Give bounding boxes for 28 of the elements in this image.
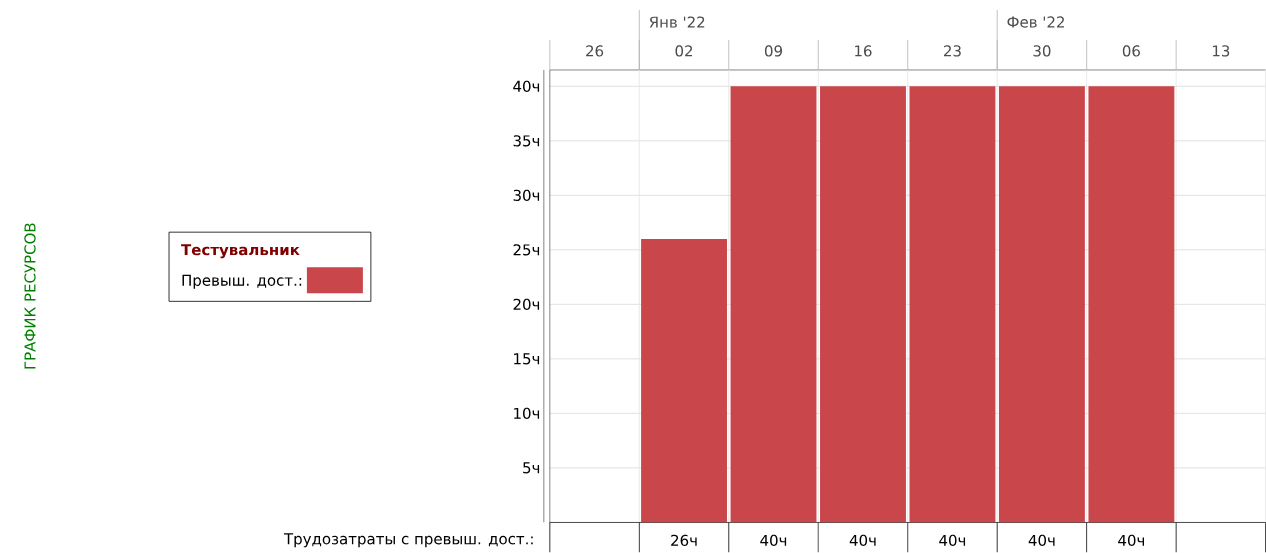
data-label: 40ч	[760, 534, 787, 547]
text: Янв '22	[649, 16, 705, 28]
x-tick-label: 13	[1212, 45, 1230, 57]
legend-label: Превыш. дост.:	[182, 274, 302, 289]
x-tick-label: 30	[1033, 45, 1051, 57]
text: Фев '22	[1007, 16, 1064, 28]
data-label: 40ч	[1028, 534, 1055, 547]
legend-title: Тестувальник	[181, 244, 300, 259]
x-tick-label: 16	[855, 45, 872, 57]
data-label: 40ч	[939, 534, 966, 547]
x-tick-label: 23	[944, 45, 961, 57]
y-tick-label: 20ч	[513, 298, 540, 311]
y-tick-label: 30ч	[513, 189, 540, 202]
y-tick-label: 35ч	[513, 135, 540, 147]
data-label: 40ч	[849, 534, 876, 547]
data-label: 26ч	[671, 534, 697, 547]
x-tick-label: 02	[675, 45, 693, 57]
y-tick-label: 15ч	[514, 353, 540, 365]
y-tick-label: 40ч	[513, 80, 540, 93]
text: Трудозатраты с превыш. дост.:	[283, 533, 533, 548]
text: ГРАФИК РЕСУРСОВ	[24, 223, 36, 369]
x-tick-label: 26	[586, 45, 604, 57]
y-tick-label: 10ч	[514, 407, 540, 420]
y-tick-label: 25ч	[513, 244, 540, 256]
x-tick-label: 06	[1122, 45, 1140, 57]
x-tick-label: 09	[764, 45, 783, 57]
y-tick-label: 5ч	[523, 462, 540, 474]
data-label: 40ч	[1118, 534, 1144, 547]
